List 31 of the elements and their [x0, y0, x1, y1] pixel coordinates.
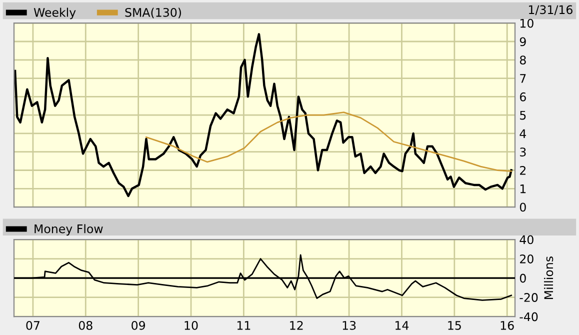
y-tick-label: 0: [520, 274, 526, 283]
y-tick-label: 3: [520, 148, 526, 157]
y-tick-label: 20: [520, 254, 534, 264]
legend-label: SMA(130): [125, 8, 181, 18]
y-tick-label: 0: [520, 202, 526, 212]
x-tick-label: 10: [184, 320, 198, 330]
x-tick-label: 07: [26, 320, 40, 330]
legend-label: Money Flow: [34, 224, 103, 236]
y-tick-label: 1: [520, 184, 526, 194]
x-tick-label: 08: [78, 320, 92, 330]
text: 1/31/16: [528, 5, 572, 16]
y-axis-title: Millions: [544, 256, 554, 299]
y-tick-label: 7: [520, 74, 526, 83]
y-tick-label: 8: [520, 56, 526, 65]
y-tick-label: 6: [520, 92, 526, 102]
x-tick-label: 09: [132, 320, 146, 330]
y-tick-label: 9: [520, 37, 526, 46]
x-tick-label: 15: [448, 321, 461, 330]
y-tick-label: 10: [520, 18, 534, 28]
y-tick-label: 4: [520, 129, 526, 138]
y-tick-label: 5: [520, 110, 526, 120]
y-tick-label: 2: [520, 166, 526, 175]
x-tick-label: 16: [500, 320, 514, 330]
legend-label: Weekly: [34, 8, 76, 20]
x-tick-label: 14: [396, 321, 409, 330]
x-tick-label: 11: [237, 321, 250, 330]
y-tick-label: -40: [520, 312, 538, 322]
x-tick-label: 12: [290, 320, 303, 330]
y-tick-label: 40: [520, 235, 534, 244]
x-tick-label: 13: [342, 320, 356, 330]
y-tick-label: -20: [520, 293, 538, 302]
